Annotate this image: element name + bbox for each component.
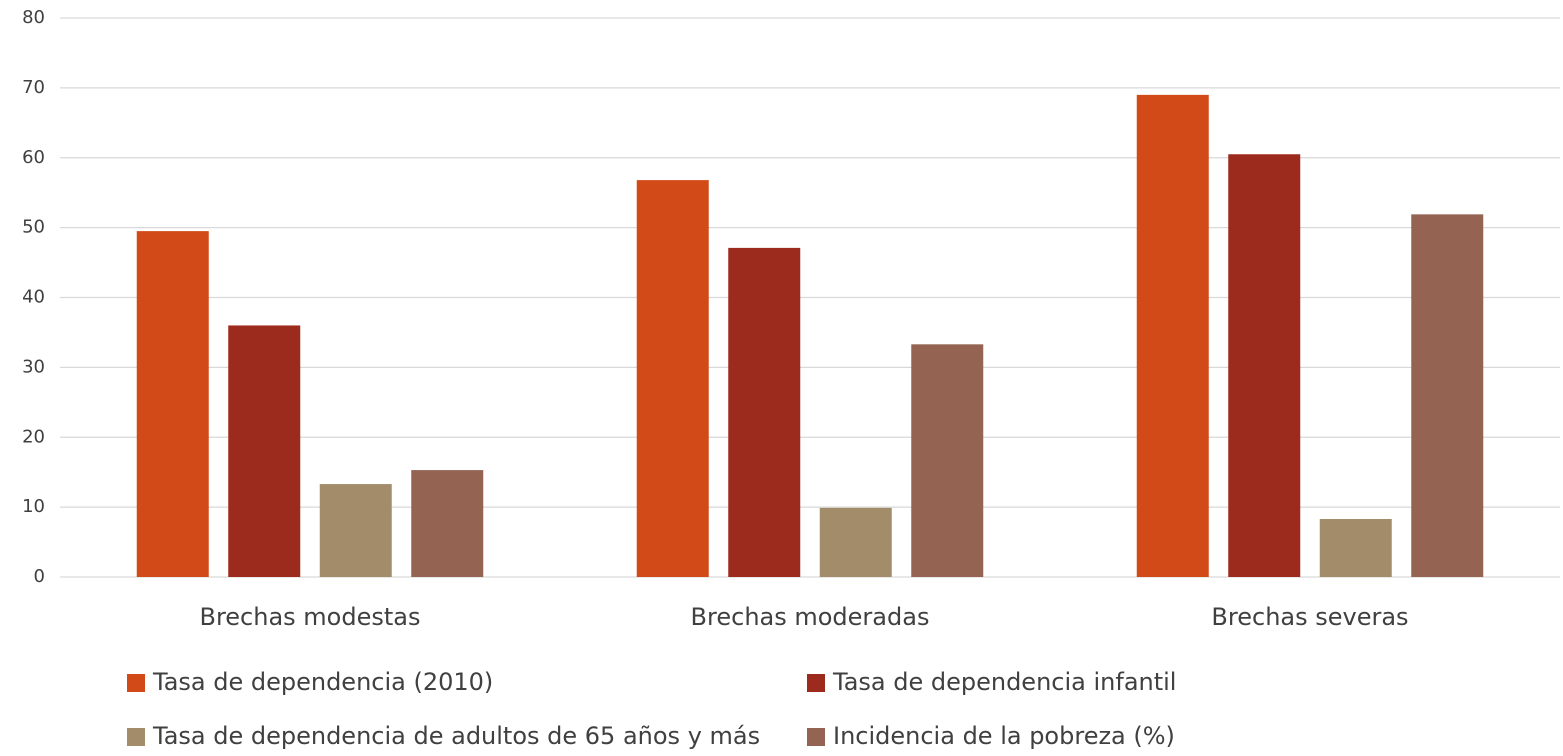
legend-swatch bbox=[807, 728, 825, 746]
x-tick-label: Brechas severas bbox=[1211, 603, 1408, 631]
bar bbox=[1228, 154, 1301, 577]
y-tick-label: 10 bbox=[22, 496, 45, 517]
bar bbox=[319, 484, 392, 577]
bar bbox=[228, 325, 301, 577]
bar bbox=[819, 507, 892, 577]
bar bbox=[411, 470, 484, 577]
bar bbox=[136, 231, 209, 577]
legend-swatch bbox=[127, 674, 145, 692]
y-tick-label: 80 bbox=[22, 7, 45, 28]
y-tick-label: 60 bbox=[22, 147, 45, 168]
legend-swatch bbox=[807, 674, 825, 692]
bar bbox=[1411, 214, 1484, 577]
legend-label: Tasa de dependencia infantil bbox=[832, 668, 1176, 696]
y-tick-label: 20 bbox=[22, 426, 45, 447]
legend-swatch bbox=[127, 728, 145, 746]
legend-label: Tasa de dependencia (2010) bbox=[152, 668, 493, 696]
legend-label: Tasa de dependencia de adultos de 65 año… bbox=[152, 722, 760, 750]
y-tick-label: 0 bbox=[34, 566, 45, 587]
bar bbox=[1136, 94, 1209, 578]
legend-label: Incidencia de la pobreza (%) bbox=[833, 722, 1175, 750]
bar bbox=[1319, 519, 1392, 577]
bar bbox=[636, 180, 709, 578]
bar bbox=[911, 344, 984, 577]
x-tick-label: Brechas modestas bbox=[199, 603, 420, 631]
x-tick-label: Brechas moderadas bbox=[691, 603, 930, 631]
y-tick-label: 50 bbox=[22, 217, 45, 238]
bar bbox=[728, 247, 801, 578]
y-tick-label: 70 bbox=[22, 77, 45, 98]
y-tick-label: 30 bbox=[22, 356, 45, 377]
y-tick-label: 40 bbox=[22, 287, 45, 308]
